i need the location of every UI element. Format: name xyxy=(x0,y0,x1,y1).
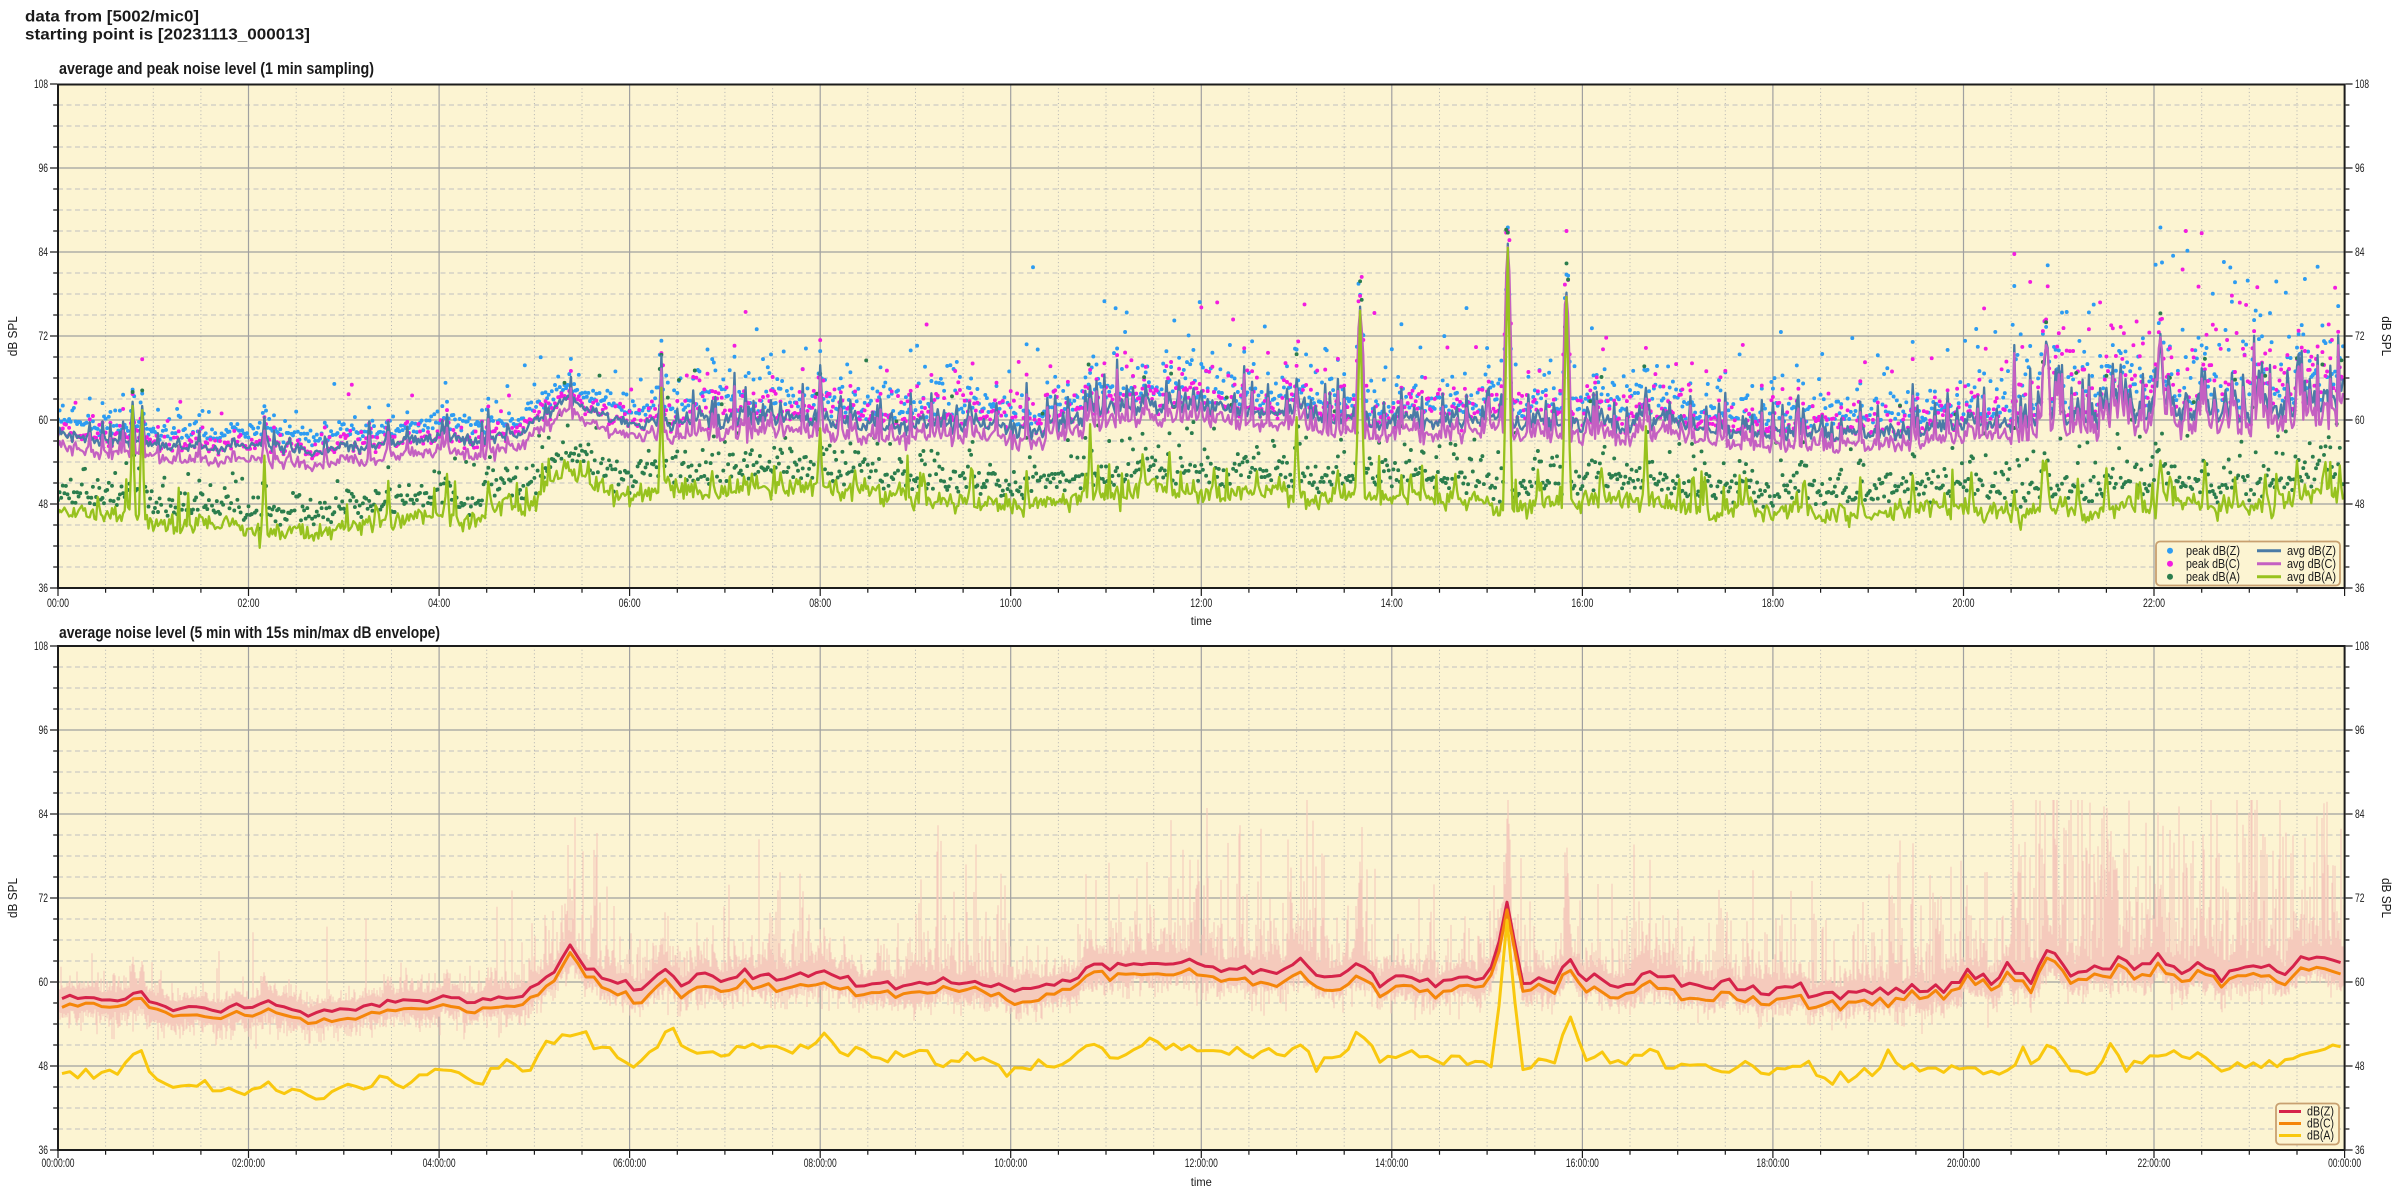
svg-text:72: 72 xyxy=(39,331,49,343)
svg-text:time: time xyxy=(1191,614,1212,628)
svg-text:00:00: 00:00 xyxy=(47,598,69,610)
svg-text:02:00:00: 02:00:00 xyxy=(232,1158,265,1170)
svg-text:08:00: 08:00 xyxy=(809,598,831,610)
svg-text:peak dB(Z): peak dB(Z) xyxy=(2186,544,2240,558)
svg-text:60: 60 xyxy=(2355,415,2365,427)
svg-text:peak dB(A): peak dB(A) xyxy=(2186,570,2240,584)
svg-text:avg dB(Z): avg dB(Z) xyxy=(2287,544,2336,558)
svg-text:average and peak noise level (: average and peak noise level (1 min samp… xyxy=(59,60,374,78)
svg-text:10:00:00: 10:00:00 xyxy=(994,1158,1027,1170)
svg-text:16:00:00: 16:00:00 xyxy=(1566,1158,1599,1170)
svg-text:36: 36 xyxy=(2355,583,2365,595)
svg-text:36: 36 xyxy=(2355,1145,2365,1157)
svg-text:18:00: 18:00 xyxy=(1762,598,1784,610)
svg-text:avg dB(A): avg dB(A) xyxy=(2287,570,2336,584)
svg-text:dB(A): dB(A) xyxy=(2307,1129,2334,1143)
svg-text:starting point is [20231113_00: starting point is [20231113_000013] xyxy=(25,27,310,44)
svg-text:84: 84 xyxy=(39,809,49,821)
svg-text:96: 96 xyxy=(39,163,49,175)
svg-text:14:00:00: 14:00:00 xyxy=(1375,1158,1408,1170)
svg-text:22:00:00: 22:00:00 xyxy=(2138,1158,2171,1170)
svg-text:84: 84 xyxy=(39,247,49,259)
svg-text:48: 48 xyxy=(39,1061,49,1073)
svg-text:22:00: 22:00 xyxy=(2143,598,2165,610)
svg-text:108: 108 xyxy=(2355,79,2369,91)
svg-text:dB SPL: dB SPL xyxy=(2379,878,2393,918)
svg-text:72: 72 xyxy=(39,893,49,905)
svg-text:average noise level (5 min wit: average noise level (5 min with 15s min/… xyxy=(59,624,440,642)
svg-text:36: 36 xyxy=(39,1145,49,1157)
svg-text:108: 108 xyxy=(34,641,48,653)
svg-text:06:00:00: 06:00:00 xyxy=(613,1158,646,1170)
svg-text:time: time xyxy=(1191,1175,1212,1189)
svg-text:06:00: 06:00 xyxy=(619,598,641,610)
svg-text:04:00:00: 04:00:00 xyxy=(423,1158,456,1170)
svg-text:dB SPL: dB SPL xyxy=(2379,316,2393,356)
svg-text:12:00:00: 12:00:00 xyxy=(1185,1158,1218,1170)
svg-text:dB SPL: dB SPL xyxy=(6,316,20,356)
svg-text:84: 84 xyxy=(2355,809,2365,821)
svg-text:dB(C): dB(C) xyxy=(2307,1117,2334,1131)
svg-text:data from [5002/mic0]: data from [5002/mic0] xyxy=(25,9,199,26)
svg-text:96: 96 xyxy=(2355,163,2365,175)
svg-text:02:00: 02:00 xyxy=(238,598,260,610)
svg-text:08:00:00: 08:00:00 xyxy=(804,1158,837,1170)
svg-text:00:00:00: 00:00:00 xyxy=(42,1158,75,1170)
svg-text:72: 72 xyxy=(2355,331,2365,343)
svg-text:72: 72 xyxy=(2355,893,2365,905)
svg-text:peak dB(C): peak dB(C) xyxy=(2186,557,2240,571)
svg-text:48: 48 xyxy=(2355,1061,2365,1073)
svg-text:60: 60 xyxy=(39,415,49,427)
svg-text:dB SPL: dB SPL xyxy=(6,878,20,918)
svg-text:avg dB(C): avg dB(C) xyxy=(2287,557,2336,571)
svg-text:00:00:00: 00:00:00 xyxy=(2328,1158,2361,1170)
svg-text:04:00: 04:00 xyxy=(428,598,450,610)
svg-text:96: 96 xyxy=(39,725,49,737)
svg-text:108: 108 xyxy=(34,79,48,91)
svg-text:14:00: 14:00 xyxy=(1381,598,1403,610)
svg-text:16:00: 16:00 xyxy=(1571,598,1593,610)
svg-text:60: 60 xyxy=(39,977,49,989)
svg-text:48: 48 xyxy=(39,499,49,511)
svg-text:36: 36 xyxy=(39,583,49,595)
svg-text:20:00: 20:00 xyxy=(1953,598,1975,610)
svg-text:108: 108 xyxy=(2355,641,2369,653)
svg-text:18:00:00: 18:00:00 xyxy=(1756,1158,1789,1170)
svg-text:60: 60 xyxy=(2355,977,2365,989)
svg-text:10:00: 10:00 xyxy=(1000,598,1022,610)
svg-text:20:00:00: 20:00:00 xyxy=(1947,1158,1980,1170)
svg-text:96: 96 xyxy=(2355,725,2365,737)
svg-text:48: 48 xyxy=(2355,499,2365,511)
svg-text:12:00: 12:00 xyxy=(1190,598,1212,610)
svg-text:84: 84 xyxy=(2355,247,2365,259)
svg-text:dB(Z): dB(Z) xyxy=(2307,1105,2334,1119)
